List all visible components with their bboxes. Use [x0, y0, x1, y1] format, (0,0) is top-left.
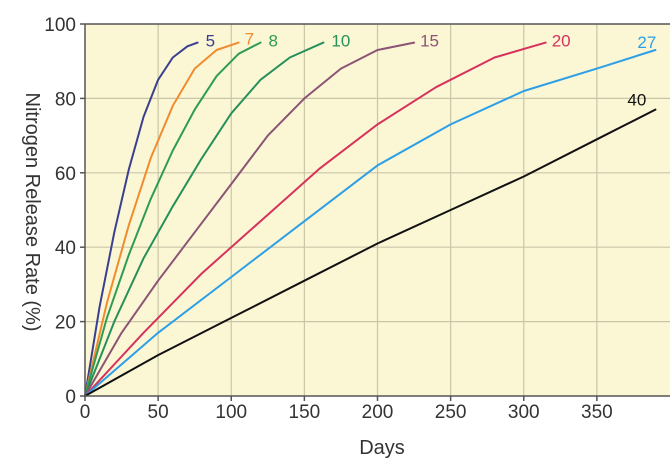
y-tick-label: 0: [65, 387, 76, 408]
series-line-7: [84, 41, 240, 397]
x-axis-ticks: 0 50 100 150 200 250 300 350: [80, 396, 613, 423]
y-tick-label: 40: [55, 238, 76, 259]
series-label-20: 20: [552, 32, 571, 51]
series-line-27: [84, 49, 657, 397]
y-tick-label: 100: [44, 15, 76, 36]
series-labels: 5 7 8 10 15 20 27 40: [206, 30, 657, 110]
y-tick-label: 60: [55, 164, 76, 185]
series-line-5: [84, 41, 199, 397]
y-axis-ticks: 0 20 40 60 80 100: [44, 15, 85, 408]
x-tick-label: 350: [581, 402, 613, 423]
series-line-10: [84, 41, 325, 397]
x-tick-label: 150: [289, 402, 321, 423]
y-tick-label: 20: [55, 313, 76, 334]
series-label-10: 10: [331, 32, 350, 51]
series-label-5: 5: [206, 32, 215, 51]
y-tick-label: 80: [55, 89, 76, 110]
series-label-15: 15: [420, 32, 439, 51]
x-tick-label: 50: [148, 402, 169, 423]
x-tick-label: 0: [80, 402, 91, 423]
series-label-27: 27: [637, 33, 656, 52]
series-line-40: [84, 108, 657, 397]
x-axis-title: Days: [359, 437, 405, 459]
series-line-15: [84, 41, 416, 397]
x-tick-label: 100: [215, 402, 247, 423]
x-tick-label: 200: [362, 402, 394, 423]
y-axis-title: Nitrogen Release Rate (%): [21, 93, 43, 332]
x-tick-label: 250: [435, 402, 467, 423]
series-label-7: 7: [245, 30, 254, 49]
series-line-20: [84, 41, 547, 397]
series-group: [84, 41, 657, 397]
x-tick-label: 300: [508, 402, 540, 423]
series-line-8: [84, 41, 262, 397]
series-label-40: 40: [627, 91, 646, 110]
series-label-8: 8: [269, 32, 278, 51]
